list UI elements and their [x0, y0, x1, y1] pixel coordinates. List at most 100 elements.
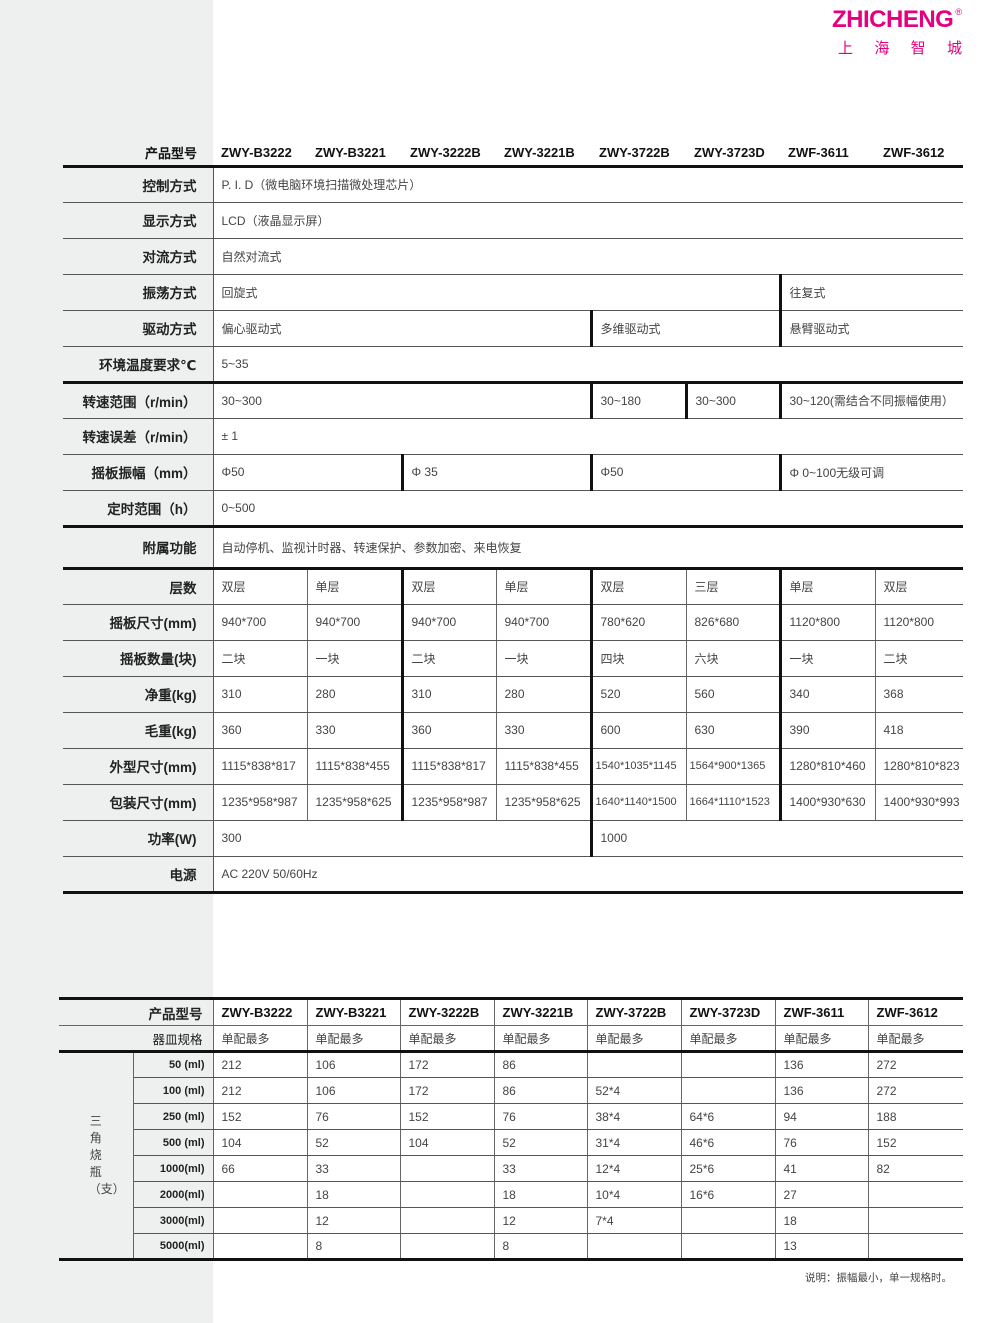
capacity-value: 152	[212, 1103, 307, 1130]
capacity-value: 152	[867, 1129, 963, 1156]
row-value: 1280*810*460	[778, 748, 875, 785]
flask-row: 5000(ml) 8 8 13	[59, 1233, 963, 1261]
capacity-value: 52	[306, 1129, 400, 1156]
capacity-value: 152	[399, 1103, 494, 1130]
capacity-value	[680, 1051, 775, 1078]
brand-cn-name: 上 海 智 城	[838, 40, 962, 58]
row-label: 摇板数量(块)	[63, 640, 214, 677]
capacity-value: 18	[774, 1207, 868, 1234]
row-value: 1664*1110*1523	[685, 784, 780, 821]
spec-row: 转速范围（r/min） 30~300 30~180 30~300 30~120(需结合不…	[63, 382, 963, 419]
spec-value: 单配最多	[399, 1025, 494, 1053]
row-value: 940*700	[400, 604, 496, 641]
model-header: ZWY-B3222	[212, 998, 307, 1026]
row-value: 1120*800	[874, 604, 963, 641]
row-value: 二块	[400, 640, 496, 677]
row-value: 1280*810*823	[874, 748, 963, 785]
row-value: 780*620	[589, 604, 686, 641]
spec-row: 环境温度要求℃ 5~35	[63, 346, 963, 384]
capacity-value	[867, 1207, 963, 1234]
row-value: 1400*930*993	[874, 784, 963, 821]
brand-char: 智	[910, 40, 926, 57]
capacity-value: 272	[867, 1051, 963, 1078]
row-value: 300	[213, 820, 591, 857]
flask-size: 50 (ml)	[133, 1051, 213, 1078]
capacity-value	[680, 1207, 775, 1234]
spec-row: 摇板数量(块) 二块 一块 二块 一块 四块 六块 一块 二块	[63, 640, 963, 677]
row-value: 310	[400, 676, 496, 713]
capacity-value: 7*4	[586, 1207, 681, 1234]
capacity-value: 64*6	[680, 1103, 775, 1130]
capacity-value: 106	[306, 1051, 400, 1078]
flask-row: 250 (ml) 152 76 152 76 38*4 64*6 94 188	[59, 1103, 963, 1130]
capacity-value	[867, 1233, 963, 1261]
flask-size: 3000(ml)	[133, 1207, 213, 1234]
flask-row: 1000(ml) 66 33 33 12*4 25*6 41 82	[59, 1155, 963, 1182]
row-value: 30~300	[684, 382, 780, 419]
row-label: 摇板尺寸(mm)	[63, 604, 214, 641]
row-value: 单层	[495, 568, 591, 605]
spec-row: 摇板振幅（mm） Φ50 Φ 35 Φ50 Φ 0~100无级可调	[63, 454, 963, 491]
row-value: 310	[213, 676, 307, 713]
footnote: 说明：振幅最小，单一规格时。	[805, 1272, 952, 1284]
row-label: 环境温度要求℃	[63, 346, 214, 384]
spec-row: 驱动方式 偏心驱动式 多维驱动式 悬臂驱动式	[63, 310, 963, 347]
row-value: Φ 0~100无级可调	[778, 454, 963, 491]
row-value: 1640*1140*1500	[589, 784, 686, 821]
row-value: 368	[874, 676, 963, 713]
row-value: LCD（液晶显示屏）	[213, 202, 963, 239]
spec-row: 转速误差（r/min） ± 1	[63, 418, 963, 455]
row-value: 280	[306, 676, 402, 713]
capacity-value: 94	[774, 1103, 868, 1130]
model-header: ZWY-3222B	[402, 140, 496, 168]
capacity-value	[867, 1181, 963, 1208]
row-value: Φ50	[589, 454, 780, 491]
row-value: 1115*838*817	[400, 748, 496, 785]
spec-row: 摇板尺寸(mm) 940*700 940*700 940*700 940*700 780*…	[63, 604, 963, 641]
flask-row: 3000(ml) 12 12 7*4 18	[59, 1207, 963, 1234]
capacity-value: 76	[774, 1129, 868, 1156]
row-value: 二块	[874, 640, 963, 677]
model-header: ZWF-3612	[867, 998, 963, 1026]
row-value: 单层	[778, 568, 875, 605]
capacity-value: 8	[493, 1233, 587, 1261]
row-label: 包装尺寸(mm)	[63, 784, 214, 821]
brand-logo: ZHICHENG ® 上 海 智 城	[832, 6, 982, 66]
row-label: 转速误差（r/min）	[63, 418, 214, 455]
spec-row: 对流方式 自然对流式	[63, 238, 963, 275]
row-value: 940*700	[213, 604, 307, 641]
row-label: 转速范围（r/min）	[63, 382, 214, 419]
row-value: 1120*800	[778, 604, 875, 641]
capacity-value: 27	[774, 1181, 868, 1208]
row-value: 360	[213, 712, 307, 749]
capacity-value: 86	[493, 1077, 587, 1104]
spec-row: 包装尺寸(mm) 1235*958*987 1235*958*625 1235*958…	[63, 784, 963, 821]
capacity-value: 188	[867, 1103, 963, 1130]
row-value: 330	[306, 712, 402, 749]
row-value: 双层	[874, 568, 963, 605]
brand-name: ZHICHENG	[832, 6, 954, 33]
row-label: 驱动方式	[63, 310, 214, 347]
flask-size: 100 (ml)	[133, 1077, 213, 1104]
row-value: AC 220V 50/60Hz	[213, 856, 963, 894]
capacity-value	[399, 1181, 494, 1208]
row-value: 30~300	[213, 382, 591, 419]
brand-char: 上	[838, 40, 854, 57]
model-header: ZWY-3722B	[591, 140, 686, 168]
capacity-value: 31*4	[586, 1129, 681, 1156]
row-value: 悬臂驱动式	[778, 310, 963, 347]
capacity-value: 41	[774, 1155, 868, 1182]
row-label: 摇板振幅（mm）	[63, 454, 214, 491]
model-header: ZWY-B3221	[307, 140, 402, 168]
spec-row: 外型尺寸(mm) 1115*838*817 1115*838*455 1115*838…	[63, 748, 963, 785]
capacity-value: 33	[306, 1155, 400, 1182]
model-header: ZWY-3723D	[680, 998, 775, 1026]
row-label: 净重(kg)	[63, 676, 214, 713]
row-value: 自然对流式	[213, 238, 963, 275]
row-value: 一块	[495, 640, 591, 677]
row-value: 1235*958*987	[400, 784, 496, 821]
flask-row: 100 (ml) 212 106 172 86 52*4 136 272	[59, 1077, 963, 1104]
row-value: 630	[685, 712, 780, 749]
row-value: 5~35	[213, 346, 963, 384]
row-label: 附属功能	[63, 526, 214, 570]
